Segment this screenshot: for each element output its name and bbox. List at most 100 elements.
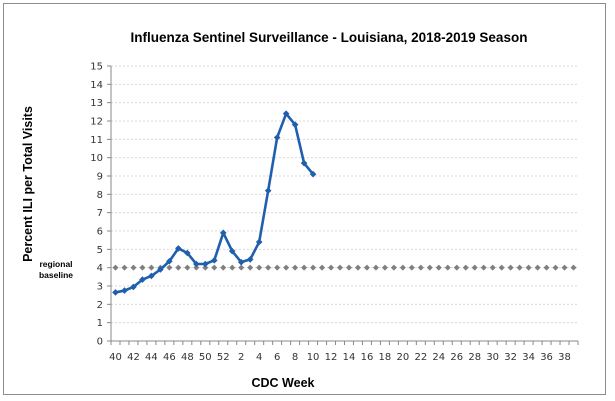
ili-data-point	[175, 245, 182, 252]
ili-data-point	[112, 289, 119, 296]
baseline-point	[310, 264, 317, 271]
baseline-point	[319, 264, 326, 271]
y-tick-label: 2	[97, 300, 103, 311]
baseline-point	[292, 264, 299, 271]
baseline-point	[283, 264, 290, 271]
baseline-point	[139, 264, 146, 271]
ili-data-point	[228, 247, 236, 255]
baseline-point	[301, 264, 308, 271]
baseline-point	[211, 264, 218, 271]
x-tick-label: 48	[181, 352, 194, 363]
baseline-point	[193, 264, 200, 271]
baseline-point	[345, 264, 352, 271]
baseline-point	[561, 264, 568, 271]
y-tick-label: 10	[90, 153, 103, 164]
y-tick-label: 0	[97, 337, 103, 348]
baseline-point	[444, 264, 451, 271]
ili-data-point	[121, 287, 128, 294]
chart-frame	[3, 3, 606, 395]
ili-data-point	[237, 258, 245, 266]
baseline-point	[489, 264, 496, 271]
regional-baseline-series	[112, 264, 577, 271]
baseline-point	[498, 264, 505, 271]
x-tick-label: 36	[540, 352, 553, 363]
baseline-point	[238, 264, 245, 271]
x-tick-label: 50	[199, 352, 212, 363]
ili-data-point	[291, 121, 299, 128]
x-tick-label: 46	[163, 352, 176, 363]
x-tick-label: 44	[145, 352, 158, 363]
baseline-point	[121, 264, 128, 271]
baseline-point	[471, 264, 478, 271]
baseline-point	[399, 264, 406, 271]
ili-data-point	[246, 256, 254, 263]
ili-data-point	[184, 249, 191, 257]
baseline-point	[220, 264, 227, 271]
ili-data-point	[130, 283, 137, 291]
x-tick-label: 34	[522, 352, 535, 363]
gridlines	[111, 65, 578, 324]
baseline-point	[363, 264, 370, 271]
x-tick-label: 4	[256, 352, 262, 363]
y-tick-label: 6	[97, 227, 103, 238]
x-tick-label: 32	[504, 352, 517, 363]
y-tick-label: 3	[97, 282, 103, 293]
baseline-point	[148, 264, 155, 271]
y-tick-label: 7	[97, 208, 103, 219]
y-axis-title: Percent ILI per Total Visits	[21, 106, 35, 262]
baseline-point	[328, 264, 335, 271]
baseline-point	[507, 264, 514, 271]
axes	[107, 65, 579, 345]
x-tick-label: 38	[558, 352, 571, 363]
baseline-point	[408, 264, 415, 271]
x-tick-label: 10	[307, 352, 320, 363]
baseline-point	[112, 264, 119, 271]
x-tick-label: 18	[379, 352, 392, 363]
baseline-point	[453, 264, 460, 271]
y-tick-label: 12	[90, 117, 103, 128]
y-tick-label: 9	[97, 172, 103, 183]
x-tick-label: 28	[468, 352, 481, 363]
ili-data-point	[157, 266, 164, 273]
x-tick-label: 42	[127, 352, 140, 363]
ili-data-point	[219, 229, 227, 237]
x-tick-label: 12	[325, 352, 338, 363]
baseline-point	[354, 264, 361, 271]
baseline-point	[435, 264, 442, 271]
baseline-point	[372, 264, 379, 271]
y-tick-label: 11	[90, 135, 103, 146]
ili-data-point	[255, 238, 263, 246]
ili-data-point	[264, 187, 272, 194]
baseline-point	[381, 264, 388, 271]
ili-data-point	[309, 170, 317, 178]
ili-data-point	[282, 110, 290, 117]
baseline-label-line1: regional	[39, 259, 72, 269]
x-tick-label: 14	[343, 352, 356, 363]
x-axis-title: CDC Week	[252, 376, 315, 390]
baseline-point	[417, 264, 424, 271]
baseline-point	[184, 264, 191, 271]
ili-series	[112, 110, 317, 296]
baseline-point	[202, 264, 209, 271]
x-tick-label: 26	[450, 352, 463, 363]
x-tick-labels: 40 42 44 46 48 50 52 2 4 6 8 10 12 14 16 18 20 22 24 26 28 30…	[109, 352, 571, 363]
x-tick-label: 20	[397, 352, 410, 363]
baseline-point	[534, 264, 541, 271]
x-tick-label: 24	[432, 352, 445, 363]
baseline-point	[390, 264, 397, 271]
baseline-point	[265, 264, 272, 271]
baseline-point	[516, 264, 523, 271]
baseline-point	[426, 264, 433, 271]
baseline-point	[175, 264, 182, 271]
y-tick-label: 8	[97, 190, 103, 201]
baseline-point	[130, 264, 137, 271]
ili-data-point	[273, 134, 281, 141]
baseline-point	[166, 264, 173, 271]
ili-data-point	[193, 260, 200, 268]
y-tick-label: 5	[97, 245, 103, 256]
y-tick-label: 15	[90, 62, 103, 73]
chart-title: Influenza Sentinel Surveillance - Louisi…	[131, 30, 528, 45]
y-tick-label: 13	[90, 98, 103, 109]
